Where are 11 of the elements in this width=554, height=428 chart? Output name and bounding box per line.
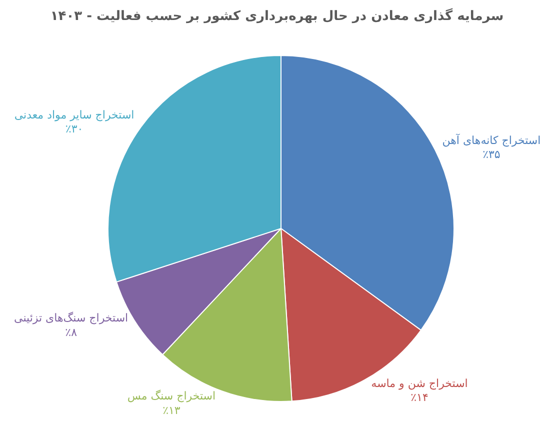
data-label: ٪۱۳: [162, 404, 180, 418]
data-label: ٪۱۴: [410, 391, 428, 404]
slice-label: استخراج سایر مواد معدنی: [14, 108, 134, 122]
data-label: ٪۳۵: [482, 148, 500, 162]
slice-label: استخراج سنگ‌های تزئینی: [14, 311, 128, 324]
data-label: ٪۳۰: [65, 122, 84, 136]
chart-title: سرمایه گذاری معادن در حال بهره‌برداری کشور بر حسب فعالیت - ۱۴۰۳: [50, 8, 504, 24]
slice-label: استخراج سنگ مس: [127, 390, 216, 403]
slice-label: استخراج کانه‌های آهن: [442, 132, 541, 147]
data-label: ٪۸: [65, 326, 78, 339]
slice-label: استخراج شن و ماسه: [371, 376, 468, 390]
